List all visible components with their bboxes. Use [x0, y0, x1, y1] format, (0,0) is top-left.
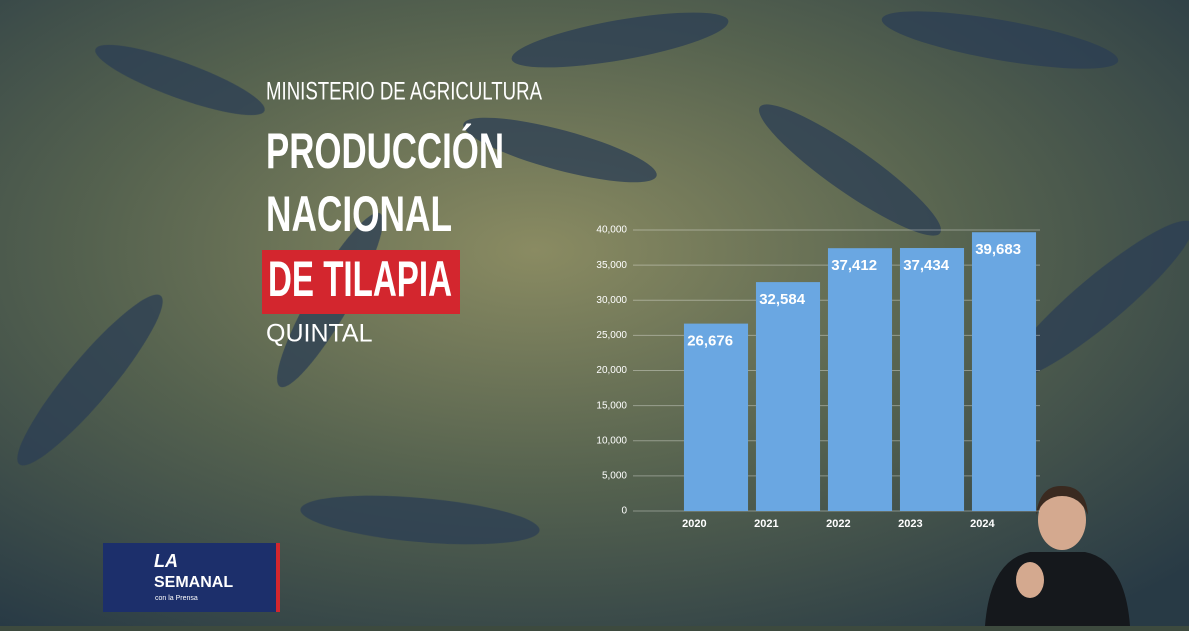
unit-label: QUINTAL — [266, 320, 373, 348]
y-tick-label: 20,000 — [596, 365, 627, 376]
source: MINISTERIO DE AGRICULTURA — [266, 78, 542, 106]
y-tick-label: 25,000 — [596, 330, 627, 341]
y-tick-label: 30,000 — [596, 295, 627, 306]
logo-text: SEMANAL — [154, 574, 233, 591]
y-tick-label: 35,000 — [596, 260, 627, 271]
logo-text: LA — [154, 551, 178, 571]
bar — [683, 323, 749, 511]
highlight-box — [262, 250, 460, 314]
title-line: NACIONAL — [266, 186, 452, 242]
bar — [971, 232, 1037, 511]
value-label: 32,584 — [759, 291, 806, 308]
x-tick-label: 2021 — [754, 518, 778, 530]
bar — [827, 248, 893, 511]
logo: LA SEMANAL con la Prensa — [103, 543, 280, 612]
interpreter — [985, 485, 1130, 626]
y-tick-label: 5,000 — [602, 471, 627, 482]
x-tick-label: 2024 — [970, 518, 995, 530]
value-label: 26,676 — [687, 333, 733, 350]
bar — [755, 282, 821, 511]
y-tick-label: 40,000 — [596, 225, 627, 236]
x-tick-label: 2020 — [682, 518, 706, 530]
value-label: 37,412 — [831, 257, 877, 274]
logo-box — [103, 543, 280, 612]
logo-stripe — [276, 543, 280, 612]
y-tick-label: 0 — [621, 506, 627, 517]
y-tick-label: 10,000 — [596, 435, 627, 446]
x-tick-label: 2022 — [826, 518, 850, 530]
x-tick-label: 2023 — [898, 518, 922, 530]
y-tick-label: 15,000 — [596, 400, 627, 411]
logo-text: con la Prensa — [155, 595, 198, 602]
value-label: 37,434 — [903, 257, 950, 274]
bar — [899, 248, 965, 511]
value-label: 39,683 — [975, 241, 1021, 258]
title-highlight: DE TILAPIA — [268, 251, 452, 307]
title-line: PRODUCCIÓN — [266, 123, 504, 179]
